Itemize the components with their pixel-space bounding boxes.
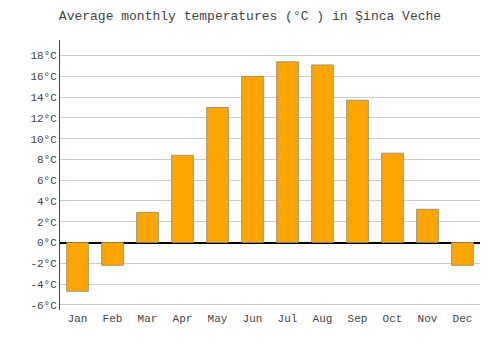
svg-text:Dec: Dec — [453, 313, 473, 325]
svg-text:May: May — [208, 313, 228, 325]
svg-text:2°C: 2°C — [37, 217, 57, 229]
svg-text:Mar: Mar — [138, 313, 158, 325]
svg-text:Apr: Apr — [173, 313, 193, 325]
svg-text:Aug: Aug — [313, 313, 333, 325]
svg-text:0°C: 0°C — [37, 237, 57, 249]
svg-text:-4°C: -4°C — [30, 279, 57, 291]
svg-text:18°C: 18°C — [30, 50, 57, 62]
svg-text:10°C: 10°C — [30, 134, 57, 146]
svg-text:16°C: 16°C — [30, 71, 57, 83]
svg-text:4°C: 4°C — [37, 196, 57, 208]
svg-text:Average monthly temperatures (: Average monthly temperatures (°C ) in Şi… — [59, 9, 441, 24]
svg-text:-6°C: -6°C — [30, 300, 57, 312]
svg-text:12°C: 12°C — [30, 113, 57, 125]
svg-text:Jul: Jul — [278, 313, 298, 325]
svg-text:Jun: Jun — [243, 313, 263, 325]
svg-text:Sep: Sep — [348, 313, 368, 325]
svg-text:-2°C: -2°C — [30, 258, 57, 270]
svg-text:6°C: 6°C — [37, 175, 57, 187]
svg-text:Nov: Nov — [418, 313, 438, 325]
svg-text:Feb: Feb — [103, 313, 123, 325]
svg-text:Oct: Oct — [383, 313, 403, 325]
svg-text:8°C: 8°C — [37, 154, 57, 166]
svg-text:Jan: Jan — [68, 313, 88, 325]
svg-text:14°C: 14°C — [30, 92, 57, 104]
